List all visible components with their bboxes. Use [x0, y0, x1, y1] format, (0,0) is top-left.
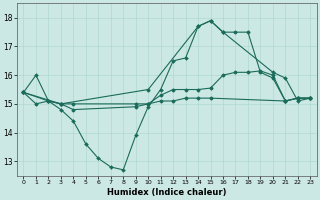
- X-axis label: Humidex (Indice chaleur): Humidex (Indice chaleur): [107, 188, 227, 197]
